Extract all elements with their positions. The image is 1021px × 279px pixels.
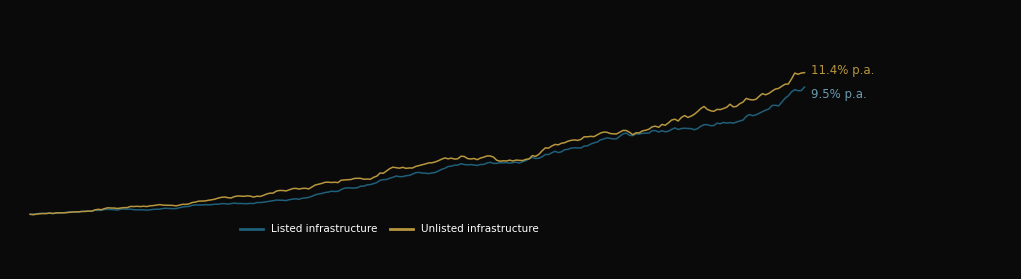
Text: 11.4% p.a.: 11.4% p.a. (811, 64, 874, 77)
Text: 9.5% p.a.: 9.5% p.a. (811, 88, 867, 101)
Legend: Listed infrastructure, Unlisted infrastructure: Listed infrastructure, Unlisted infrastr… (240, 224, 539, 234)
